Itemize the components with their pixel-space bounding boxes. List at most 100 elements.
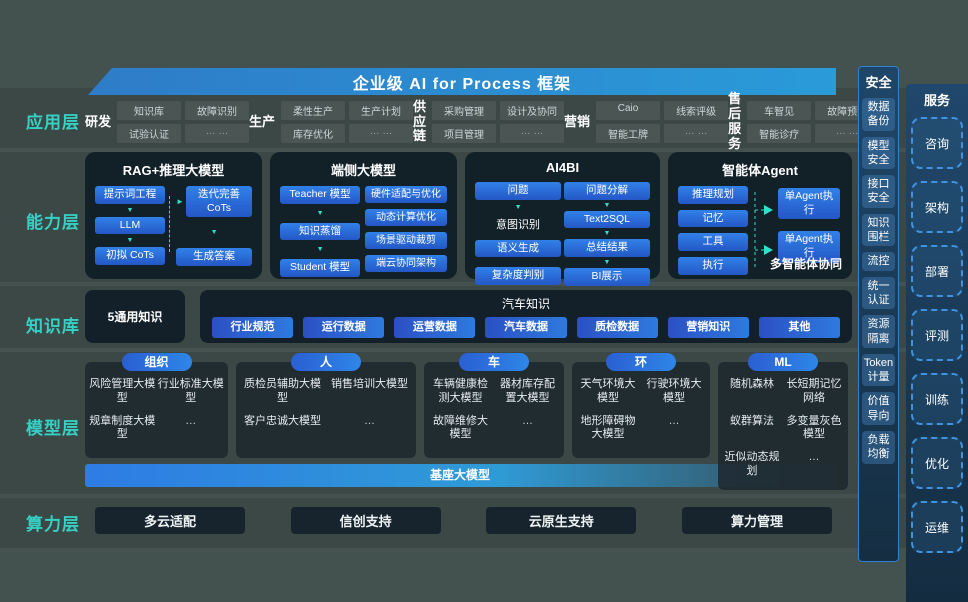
card-agent: 智能体Agent 推理规划 记忆 工具 执行 单Agent执行 单 — [667, 152, 852, 279]
arrow-down-icon: ▼ — [603, 258, 611, 266]
model-item: 客户忠诚大模型 — [244, 414, 321, 427]
service-item: 训练 — [911, 373, 963, 425]
security-title: 安全 — [865, 75, 892, 90]
security-item: 价值导向 — [862, 392, 895, 426]
model-group-environment: 环 天气环境大模型 行驶环境大模型 地形障碍物大模型 … — [572, 353, 710, 458]
arrow-down-icon: ▼ — [603, 230, 611, 238]
service-item: 部署 — [911, 245, 963, 297]
model-group-organization: 组织 风险管理大模型 行业标准大模型 规章制度大模型 … — [85, 353, 228, 458]
model-item: 行业标准大模型 — [157, 378, 224, 404]
flow-node: 场景驱动裁剪 — [365, 232, 448, 249]
security-item: 资源隔离 — [862, 315, 895, 348]
flow-node: Text2SQL — [563, 210, 650, 229]
model-item: 长短期记忆网络 — [786, 378, 842, 404]
app-group-label: 售后服务 — [728, 91, 742, 151]
compute-item: 云原生支持 — [486, 507, 637, 534]
app-item-more: … … — [185, 124, 250, 143]
arrow-down-icon: ▼ — [316, 209, 324, 217]
model-item: 地形障碍物大模型 — [580, 414, 636, 441]
service-item: 优化 — [911, 437, 963, 489]
multi-agent-caption: 多智能体协同 — [769, 257, 842, 271]
model-group-ml: ML 随机森林 长短期记忆网络 蚁群算法 多变量灰色模型 近似动态规划 … — [718, 353, 848, 490]
app-item: 智能诊疗 — [747, 124, 812, 143]
app-group-after-sales: 售后服务 车智见 故障预警 智能诊疗 … … — [728, 91, 880, 152]
app-group-production: 生产 柔性生产 生产计划 库存优化 … … — [249, 101, 414, 143]
app-group-label: 营销 — [564, 113, 591, 129]
flow-node: BI展示 — [563, 267, 650, 286]
app-group-marketing: 营销 Caio 线索评级 智能工牌 … … — [564, 101, 729, 143]
service-item: 架构 — [911, 181, 963, 233]
model-group-header: 车 — [459, 353, 529, 371]
model-item-more: … — [522, 414, 533, 427]
flow-node: 总结结果 — [563, 239, 650, 257]
flow-node: 初拟 CoTs — [95, 247, 165, 265]
flow-node: 记忆 — [677, 209, 748, 228]
security-item: 知识围栏 — [862, 213, 895, 247]
model-group-header: 环 — [606, 353, 676, 371]
app-item: 采购管理 — [432, 101, 497, 120]
security-item: 负载均衡 — [862, 431, 895, 464]
security-item: 模型安全 — [862, 136, 895, 170]
agent-connector-icon — [754, 192, 773, 268]
flow-node: 端云协同架构 — [365, 255, 448, 272]
knowledge-pill: 运行数据 — [303, 317, 385, 338]
model-item: 器材库存配置大模型 — [500, 378, 555, 404]
flow-node: 知识蒸馏 — [280, 222, 361, 241]
model-item: 故障维修大模型 — [433, 414, 488, 441]
flow-node: Teacher 模型 — [280, 186, 361, 204]
flow-node: Student 模型 — [280, 259, 361, 277]
compute-item: 算力管理 — [681, 507, 832, 534]
model-item: 蚁群算法 — [730, 414, 774, 427]
app-item: 库存优化 — [281, 124, 346, 143]
flow-node: 生成答案 — [176, 248, 253, 266]
app-item: 设计及协同 — [500, 101, 565, 120]
card-title: 智能体Agent — [722, 163, 798, 178]
service-column: 服务 咨询 架构 部署 评测 训练 优化 运维 — [906, 84, 968, 602]
knowledge-pill: 汽车数据 — [485, 317, 567, 338]
card-title: RAG+推理大模型 — [122, 163, 225, 178]
model-item-more: … — [668, 414, 680, 427]
app-item-more: … … — [664, 124, 729, 143]
model-item: 天气环境大模型 — [580, 378, 636, 404]
security-column: 安全 数据备份 模型安全 接口安全 知识围栏 流控 统一认证 资源隔离 Toke… — [858, 66, 899, 562]
model-item-more: … — [808, 451, 820, 463]
auto-knowledge-title: 汽车知识 — [501, 297, 550, 311]
model-item: 随机森林 — [730, 378, 774, 390]
flow-node: 执行 — [677, 256, 748, 275]
band-app-layer — [0, 88, 968, 148]
card-rag-reasoning: RAG+推理大模型 提示词工程 ▼ LLM ▼ 初拟 CoTs ► 迭代完善 C… — [85, 152, 263, 279]
flow-node: 语义生成 — [475, 239, 562, 258]
security-item: 流控 — [862, 252, 895, 271]
model-item: 行驶环境大模型 — [646, 378, 702, 404]
card-edge-model: 端侧大模型 Teacher 模型 ▼ 知识蒸馏 ▼ Student 模型 硬件适… — [270, 152, 458, 279]
arrow-right-icon: ► — [176, 196, 184, 206]
flow-node: 迭代完善 CoTs — [185, 186, 253, 218]
base-model-bar: 基座大模型 — [85, 464, 835, 487]
app-group-rnd: 研发 知识库 故障识别 试验认证 … … — [85, 101, 250, 143]
service-item: 咨询 — [911, 117, 963, 169]
knowledge-pill: 质检数据 — [576, 317, 658, 338]
flow-node: 硬件适配与优化 — [365, 186, 448, 203]
app-item: 车智见 — [747, 101, 812, 120]
framework-title: 企业级 AI for Process 框架 — [352, 75, 572, 93]
app-group-label: 生产 — [249, 113, 276, 129]
app-item: 项目管理 — [432, 124, 497, 143]
compute-layer-row: 多云适配 信创支持 云原生支持 算力管理 — [95, 507, 832, 534]
flow-node: 问题 — [475, 182, 562, 200]
app-group-label: 供应链 — [413, 98, 427, 144]
flow-node: 单Agent执行 — [777, 188, 840, 220]
app-item: 故障识别 — [185, 101, 250, 120]
compute-item: 多云适配 — [95, 507, 245, 534]
model-item-more: … — [364, 414, 375, 427]
app-item: 智能工牌 — [596, 124, 661, 143]
model-item: 质检员辅助大模型 — [244, 378, 321, 404]
flow-node: 提示词工程 — [95, 186, 165, 204]
application-layer-row: 研发 知识库 故障识别 试验认证 … … 生产 柔性生产 生产计划 库存优化 …… — [85, 91, 880, 151]
label-app-layer: 应用层 — [26, 113, 80, 132]
general-knowledge-box: 5通用知识 — [85, 290, 185, 343]
model-item-more: … — [185, 414, 197, 427]
knowledge-pill: 行业规范 — [212, 317, 294, 338]
model-item: 多变量灰色模型 — [786, 414, 842, 441]
flow-node: 问题分解 — [563, 182, 650, 200]
arrow-down-icon: ▼ — [316, 246, 324, 254]
